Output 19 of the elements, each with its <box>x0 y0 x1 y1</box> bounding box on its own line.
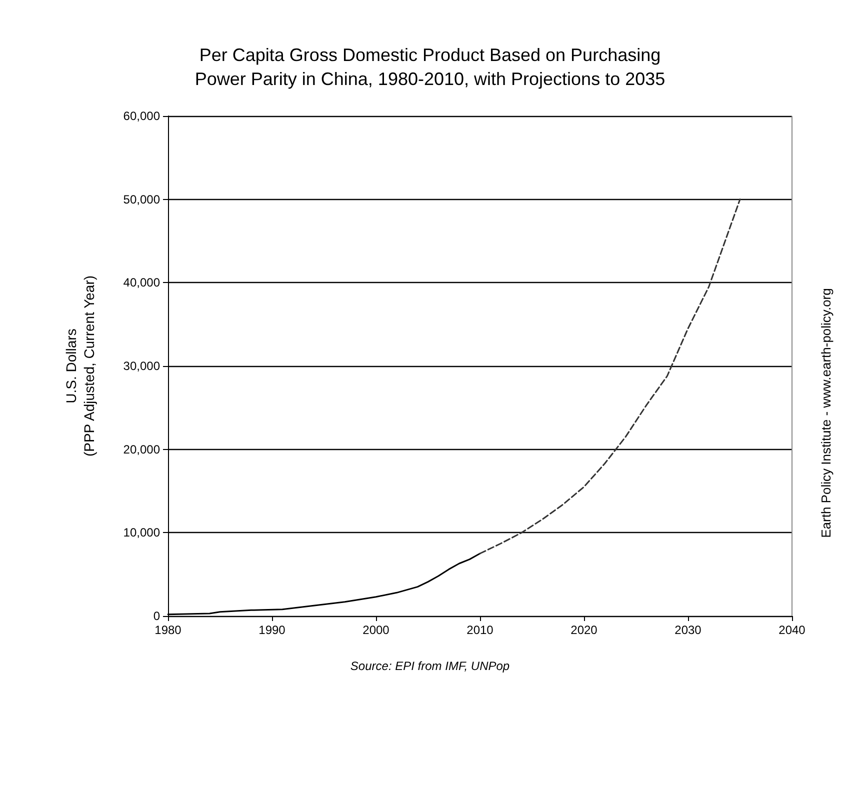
x-tick-label: 2030 <box>674 623 702 637</box>
chart-title: Per Capita Gross Domestic Product Based on Purchasing Power Parity in China, 1980-2010, with Projections to 2035 <box>194 45 666 89</box>
y-tick-label: 60,000 <box>123 109 160 123</box>
x-tick-label: 1980 <box>154 623 182 637</box>
y-tick-label: 30,000 <box>123 359 160 373</box>
x-tick-label: 2020 <box>570 623 598 637</box>
x-tick-label: 2000 <box>362 623 390 637</box>
x-tick-label: 2010 <box>466 623 494 637</box>
y-tick-label: 40,000 <box>123 276 160 290</box>
y-tick-label: 0 <box>153 609 160 623</box>
x-tick-label: 1990 <box>258 623 286 637</box>
y-tick-label: 50,000 <box>123 192 160 206</box>
y-tick-label: 20,000 <box>123 442 160 456</box>
y-tick-label: 10,000 <box>123 526 160 540</box>
y-axis-title: U.S. Dollars (PPP Adjusted, Current Year) <box>63 275 97 457</box>
x-tick-label: 2040 <box>778 623 806 637</box>
line-series <box>479 198 741 554</box>
source-note: Source: EPI from IMF, UNPop <box>350 659 510 673</box>
text: Earth Policy Institute - www.earth-policy.org <box>818 288 834 538</box>
